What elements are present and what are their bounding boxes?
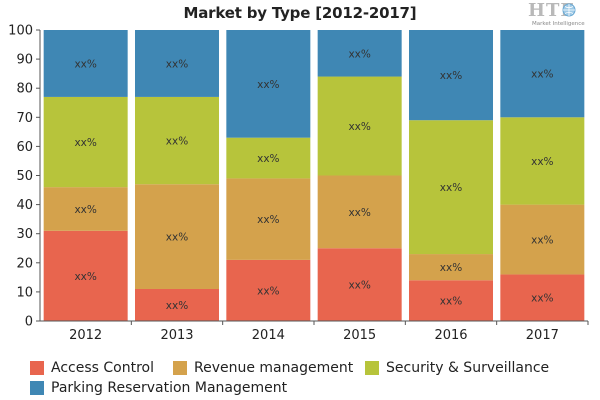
data-label: xx%	[440, 296, 462, 308]
data-label: xx%	[348, 207, 370, 219]
data-label: xx%	[74, 204, 96, 216]
bar-segment-2-2017	[500, 204, 585, 275]
y-tick-label: 10	[16, 285, 33, 300]
data-label: xx%	[166, 232, 188, 244]
y-axis: 0 10 20 30 40 50 60 70 80 90 100	[8, 24, 41, 330]
y-tick-label: 70	[16, 111, 33, 126]
y-tick-label: 50	[16, 169, 33, 184]
data-label: xx%	[531, 235, 553, 247]
data-label: xx%	[257, 214, 279, 226]
data-label: xx%	[348, 121, 370, 133]
data-label: xx%	[257, 153, 279, 165]
x-tick-label: 2013	[160, 328, 193, 343]
bar-segment-4-2014	[226, 30, 311, 138]
y-tick-label: 20	[16, 256, 33, 271]
bar-segment-3-2017	[500, 117, 585, 205]
bar-segment-2-2014	[226, 178, 311, 260]
legend-item: Security & Surveillance	[365, 360, 549, 376]
bar-segment-3-2014	[226, 137, 311, 179]
legend-item: Access Control	[30, 360, 154, 376]
y-tick-label: 40	[16, 198, 33, 213]
bar-segment-3-2013	[135, 96, 219, 185]
data-label: xx%	[440, 262, 462, 274]
logo-text: HTF	[528, 0, 575, 21]
bar-segment-4-2016	[409, 30, 493, 121]
data-label: xx%	[74, 137, 96, 149]
globe-icon	[562, 3, 576, 17]
bar-segment-1-2015	[317, 248, 402, 321]
x-tick-label: 2014	[252, 328, 285, 343]
bar-segment-1-2014	[226, 259, 311, 321]
bar-segment-1-2017	[500, 274, 585, 321]
data-label: xx%	[74, 271, 96, 283]
bar-segment-2-2015	[317, 175, 402, 249]
y-tick-label: 90	[16, 53, 33, 68]
bar-segment-4-2017	[500, 30, 585, 118]
x-tick-label: 2012	[69, 328, 102, 343]
bar-segment-1-2012	[43, 230, 128, 321]
data-label: xx%	[166, 136, 188, 148]
bar-segment-2-2016	[409, 254, 493, 281]
legend-swatch	[30, 361, 44, 375]
data-label: xx%	[531, 293, 553, 305]
legend-label: Security & Surveillance	[386, 360, 550, 376]
y-tick-label: 80	[16, 82, 33, 97]
data-label: xx%	[257, 79, 279, 91]
legend-label: Parking Reservation Management	[51, 380, 288, 396]
htf-logo: HTF Market Intelligence	[526, 0, 586, 30]
legend-swatch	[365, 361, 379, 375]
bar-segment-3-2016	[409, 120, 493, 255]
bar-segment-4-2012	[43, 30, 128, 97]
data-label: xx%	[74, 58, 96, 70]
bar-segment-3-2012	[43, 96, 128, 188]
data-label: xx%	[257, 285, 279, 297]
chart-title: Market by Type [2012-2017]	[183, 4, 417, 22]
bar-segment-3-2015	[317, 76, 402, 176]
data-label: xx%	[166, 58, 188, 70]
legend-item: Parking Reservation Management	[30, 380, 287, 396]
legend-label: Revenue management	[194, 360, 354, 376]
x-tick-label: 2017	[526, 328, 559, 343]
legend-swatch	[173, 361, 187, 375]
data-label: xx%	[348, 280, 370, 292]
y-tick-label: 0	[25, 315, 33, 330]
data-label: xx%	[531, 156, 553, 168]
x-tick-label: 2016	[434, 328, 467, 343]
data-label: xx%	[440, 70, 462, 82]
data-label: xx%	[440, 182, 462, 194]
bar-segment-2-2013	[135, 184, 219, 289]
data-label: xx%	[348, 48, 370, 60]
y-tick-label: 30	[16, 227, 33, 242]
legend-label: Access Control	[51, 360, 154, 376]
data-label: xx%	[166, 300, 188, 312]
bar-segment-4-2015	[317, 30, 402, 77]
logo-subtitle: Market Intelligence	[532, 21, 585, 27]
y-tick-label: 100	[8, 24, 33, 39]
x-tick-label: 2015	[343, 328, 376, 343]
bar-segment-4-2013	[135, 30, 219, 97]
x-axis: 2012 2013 2014 2015 2016 2017	[40, 320, 589, 343]
bar-segment-1-2016	[409, 280, 493, 321]
legend-item: Revenue management	[173, 360, 353, 376]
data-label: xx%	[531, 69, 553, 81]
bars-group: xx% xx% xx% xx% xx% xx% xx% xx% xx% xx% xx% xx% xx% x…	[43, 30, 585, 321]
legend-swatch	[30, 381, 44, 395]
bar-segment-2-2012	[43, 187, 128, 231]
y-tick-label: 60	[16, 140, 33, 155]
bar-segment-1-2013	[135, 288, 219, 321]
